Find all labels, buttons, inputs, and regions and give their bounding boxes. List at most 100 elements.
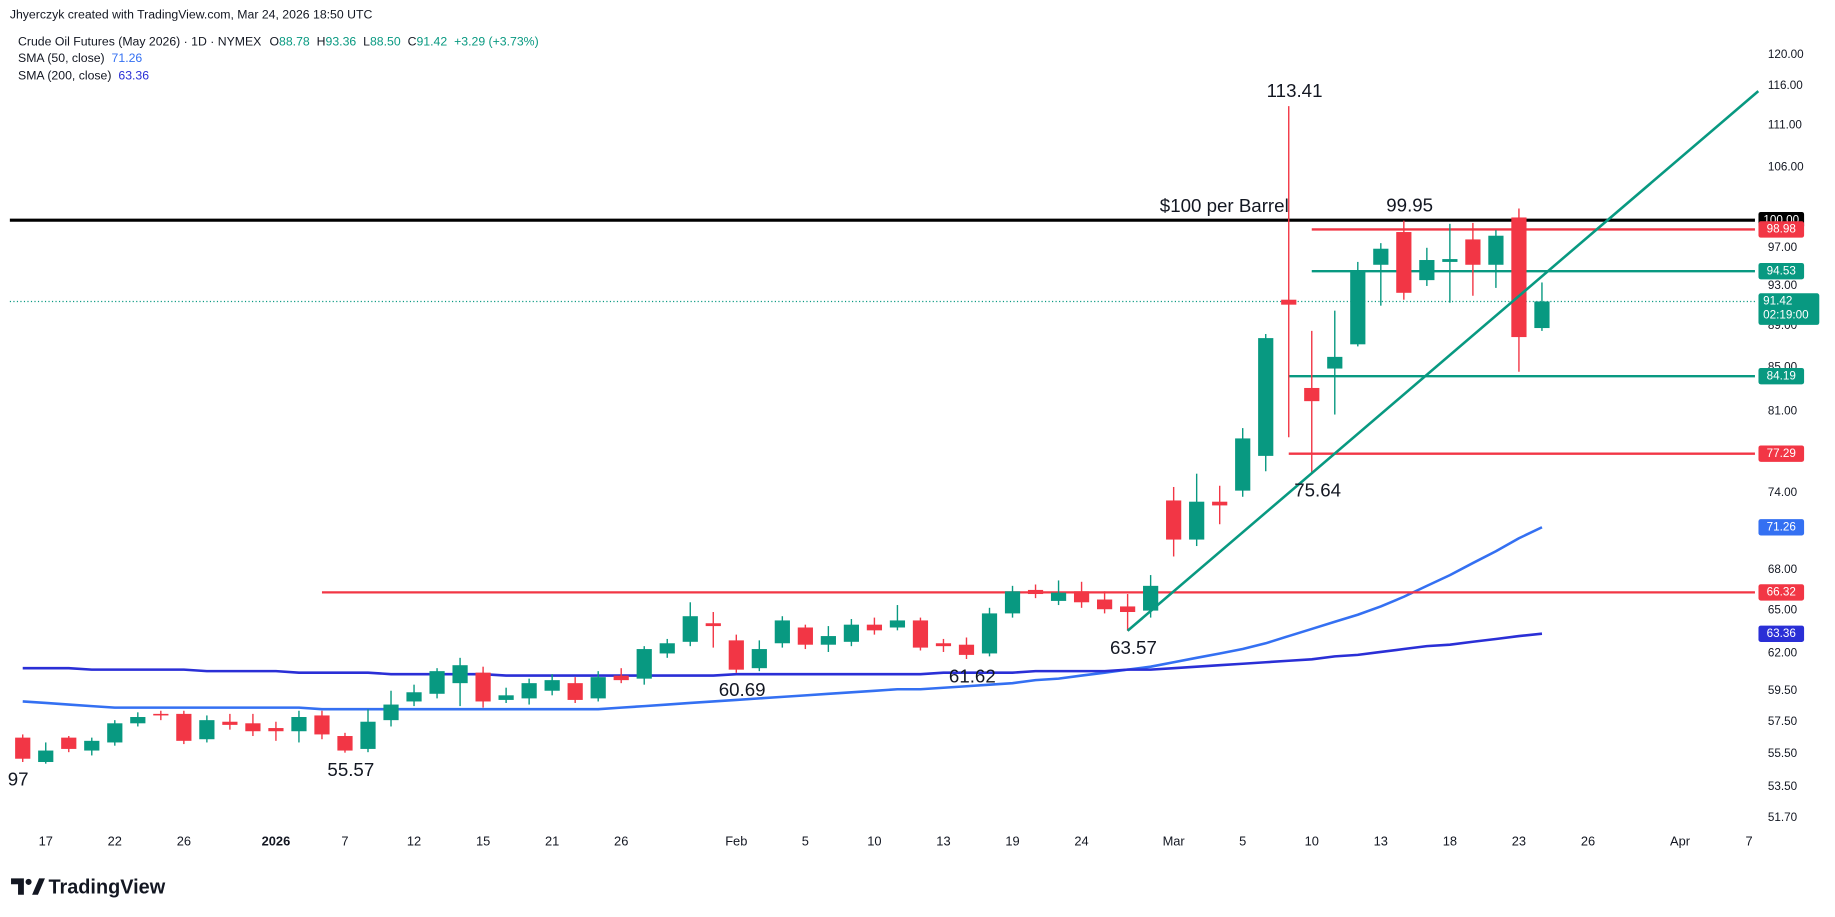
- candle-body: [728, 640, 744, 670]
- candle-body: [958, 644, 975, 655]
- annotation: 75.64: [1294, 480, 1341, 501]
- credit: Jhyerczyk created with TradingView.com, …: [10, 8, 373, 22]
- legend-value: 71.26: [112, 51, 143, 65]
- candle-body: [1534, 301, 1550, 329]
- candle-body: [199, 720, 215, 740]
- candle-body: [912, 620, 929, 648]
- candle-body: [751, 649, 767, 669]
- countdown: 02:19:00: [1763, 309, 1809, 322]
- price-tag: [1758, 293, 1820, 325]
- y-tick-label: 116.00: [1768, 79, 1803, 92]
- y-tick-label: 106.00: [1768, 160, 1804, 173]
- candle-body: [1120, 606, 1136, 613]
- x-tick-label: 13: [1374, 834, 1388, 849]
- sma-line: [22, 526, 1543, 711]
- ohlc-key: H: [317, 35, 326, 49]
- y-tick-label: 53.50: [1768, 780, 1798, 793]
- price-tag-label: 94.53: [1767, 264, 1796, 277]
- candle-body: [15, 737, 31, 759]
- overlay: Jhyerczyk created with TradingView.com, …: [10, 8, 539, 899]
- x-tick-label: 17: [39, 834, 53, 849]
- ohlc-value: 93.36: [326, 35, 357, 49]
- title: Crude Oil Futures (May 2026) · 1D · NYME…: [18, 35, 261, 49]
- candle-body: [406, 692, 422, 702]
- x-tick-label: 23: [1512, 834, 1526, 849]
- candle-body: [452, 665, 468, 684]
- price-tag: [1758, 519, 1805, 536]
- ohlc-key: L: [363, 35, 370, 49]
- ohlc-value: 91.42: [416, 35, 447, 49]
- candle-body: [107, 723, 123, 743]
- logo-mark: [11, 878, 24, 895]
- price-tag-label: 66.32: [1767, 585, 1796, 598]
- candle-body: [268, 728, 284, 732]
- candle-body: [1281, 299, 1297, 305]
- candle-body: [521, 683, 537, 699]
- candle-body: [1027, 589, 1044, 595]
- candle-body: [1096, 599, 1113, 610]
- ohlc-key: C: [408, 35, 417, 49]
- x-tick-label: Mar: [1163, 834, 1186, 849]
- candle-body: [1350, 271, 1366, 345]
- candle-body: [61, 737, 77, 749]
- candle-body: [1189, 501, 1205, 540]
- price-tag-label: 98.98: [1767, 223, 1796, 236]
- candle-body: [1511, 217, 1527, 338]
- x-tick-label: 18: [1443, 834, 1457, 849]
- annotation: 60.69: [719, 679, 766, 700]
- candle-body: [222, 721, 238, 725]
- y-tick-label: 68.00: [1768, 563, 1798, 576]
- x-tick-label: 21: [545, 834, 559, 849]
- annotation: 99.95: [1386, 194, 1433, 215]
- candle-body: [337, 736, 353, 751]
- price-tag-label: 71.26: [1767, 520, 1796, 533]
- candle-body: [360, 721, 376, 749]
- annotation: 55.57: [327, 759, 374, 780]
- legend-title: Crude Oil Futures (May 2026) · 1D · NYME…: [18, 35, 539, 49]
- legend-sma: SMA (200, close) 63.36: [18, 69, 149, 83]
- candle-body: [176, 713, 192, 741]
- y-tick-label: 120.00: [1768, 48, 1804, 61]
- candle-body: [383, 704, 399, 721]
- candle-body: [1419, 260, 1435, 281]
- candle-body: [820, 636, 836, 645]
- y-tick-label: 97.00: [1768, 241, 1798, 254]
- candle-body: [843, 624, 859, 642]
- x-tick-label: 19: [1005, 834, 1019, 849]
- candle-body: [314, 715, 330, 735]
- sma-line: [22, 632, 1543, 677]
- candle-body: [498, 695, 514, 700]
- candle-body: [84, 740, 100, 751]
- candle-body: [1304, 387, 1320, 402]
- y-tick-label: 57.50: [1768, 715, 1798, 728]
- candle-body: [1327, 356, 1343, 369]
- x-tick-label: 2026: [262, 834, 291, 849]
- y-tick-label: 65.00: [1768, 604, 1798, 617]
- x-tick-label: 26: [1581, 834, 1595, 849]
- ohlc-key: O: [269, 35, 279, 49]
- candle-body: [1235, 438, 1251, 491]
- candle-body: [1073, 591, 1090, 603]
- plot-area: 120.00116.00111.00106.0097.0093.0089.008…: [8, 48, 1820, 849]
- x-tick-label: 5: [1239, 834, 1246, 849]
- x-tick-label: 10: [867, 834, 881, 849]
- legend-label: SMA (50, close): [18, 51, 105, 65]
- candle-body: [705, 623, 721, 627]
- x-tick-label: 10: [1305, 834, 1319, 849]
- x-tick-label: 26: [614, 834, 628, 849]
- price-tag: [1758, 625, 1805, 642]
- candle-body: [544, 680, 560, 691]
- candle-body: [291, 717, 307, 732]
- legend-label: SMA (200, close): [18, 69, 111, 83]
- legend-sma: SMA (50, close) 71.26: [18, 51, 142, 65]
- candle-body: [590, 677, 606, 699]
- candle-body: [613, 675, 629, 681]
- candle-body: [1004, 591, 1021, 614]
- y-tick-label: 81.00: [1768, 404, 1798, 417]
- brand-logo: TradingView: [11, 877, 166, 899]
- x-tick-label: 24: [1074, 834, 1088, 849]
- level-annotation: $100 per Barrel: [1160, 195, 1289, 216]
- x-tick-label: 26: [177, 834, 191, 849]
